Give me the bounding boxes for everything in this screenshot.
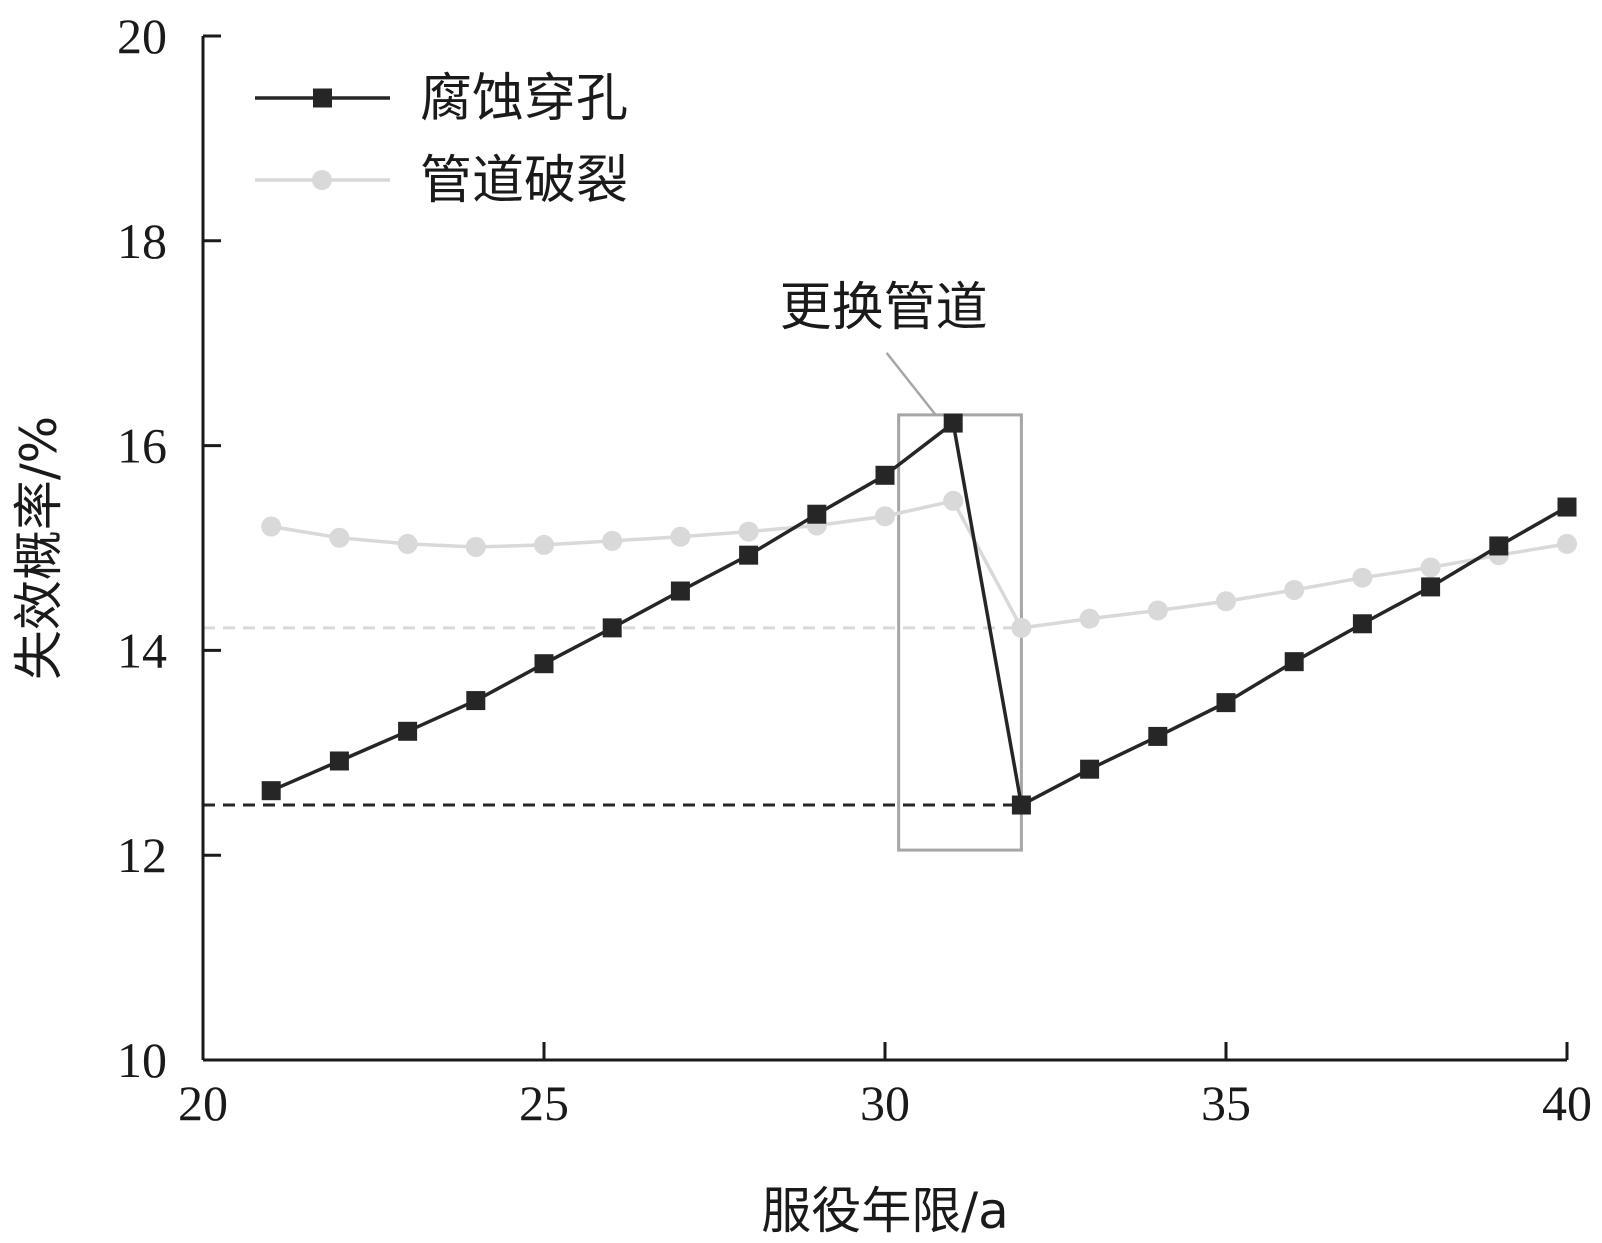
data-point — [875, 506, 895, 527]
y-tick-label: 18 — [117, 213, 167, 269]
data-point — [1421, 577, 1441, 597]
data-point — [1352, 567, 1373, 588]
data-point — [1080, 759, 1100, 779]
data-point — [875, 465, 895, 485]
data-point — [1489, 536, 1509, 556]
annotation-leader-line — [885, 352, 937, 416]
data-point — [1011, 617, 1032, 638]
annotation-label: 更换管道 — [780, 278, 988, 338]
data-point — [329, 751, 349, 771]
ticks-group: 20 25 30 35 40 10 12 14 16 18 20 — [117, 8, 1592, 1131]
legend-label: 腐蚀穿孔 — [420, 69, 628, 129]
series-line-1 — [270, 421, 1568, 807]
data-point — [261, 516, 282, 537]
data-point — [261, 781, 281, 801]
data-point — [1557, 497, 1577, 517]
data-point — [602, 530, 623, 551]
legend-label: 管道破裂 — [420, 151, 628, 211]
data-point — [466, 691, 486, 711]
data-point — [1148, 726, 1168, 746]
y-tick-label: 20 — [117, 8, 167, 64]
data-point — [1284, 652, 1304, 672]
x-tick-label: 35 — [1201, 1075, 1251, 1131]
data-point — [670, 526, 691, 547]
data-point — [1011, 795, 1031, 815]
y-tick-label: 10 — [117, 1032, 167, 1088]
data-point — [1216, 693, 1236, 713]
data-point — [1079, 608, 1100, 629]
data-point — [670, 581, 690, 601]
data-point — [807, 504, 827, 524]
legend-swatch-marker — [312, 170, 332, 190]
data-point — [738, 521, 759, 542]
legend-swatch-marker — [313, 88, 332, 108]
x-tick-label: 30 — [860, 1075, 910, 1131]
y-axis-label: 失效概率/% — [10, 416, 68, 680]
y-tick-label: 12 — [117, 827, 167, 883]
data-point — [1147, 600, 1168, 621]
x-tick-label: 40 — [1542, 1075, 1592, 1131]
data-point — [1352, 614, 1372, 634]
data-point — [329, 527, 350, 548]
series-group — [261, 413, 1577, 815]
x-tick-label: 20 — [178, 1075, 228, 1131]
data-point — [1557, 533, 1577, 554]
data-point — [1420, 557, 1441, 578]
y-tick-label: 16 — [117, 418, 167, 474]
data-point — [534, 534, 554, 555]
y-tick-label: 14 — [117, 622, 167, 678]
data-point — [1216, 591, 1236, 612]
data-point — [602, 618, 622, 638]
series-line-2 — [270, 499, 1568, 630]
data-point — [943, 490, 964, 511]
data-point — [465, 536, 486, 557]
data-point — [739, 545, 759, 565]
replacement-highlight-box — [897, 413, 1023, 852]
data-point — [534, 654, 554, 674]
data-point — [397, 533, 418, 554]
x-tick-label: 25 — [519, 1075, 569, 1131]
x-axis-label: 服役年限/a — [761, 1182, 1009, 1240]
data-point — [943, 413, 963, 433]
data-point — [1284, 579, 1305, 600]
data-point — [398, 721, 418, 741]
